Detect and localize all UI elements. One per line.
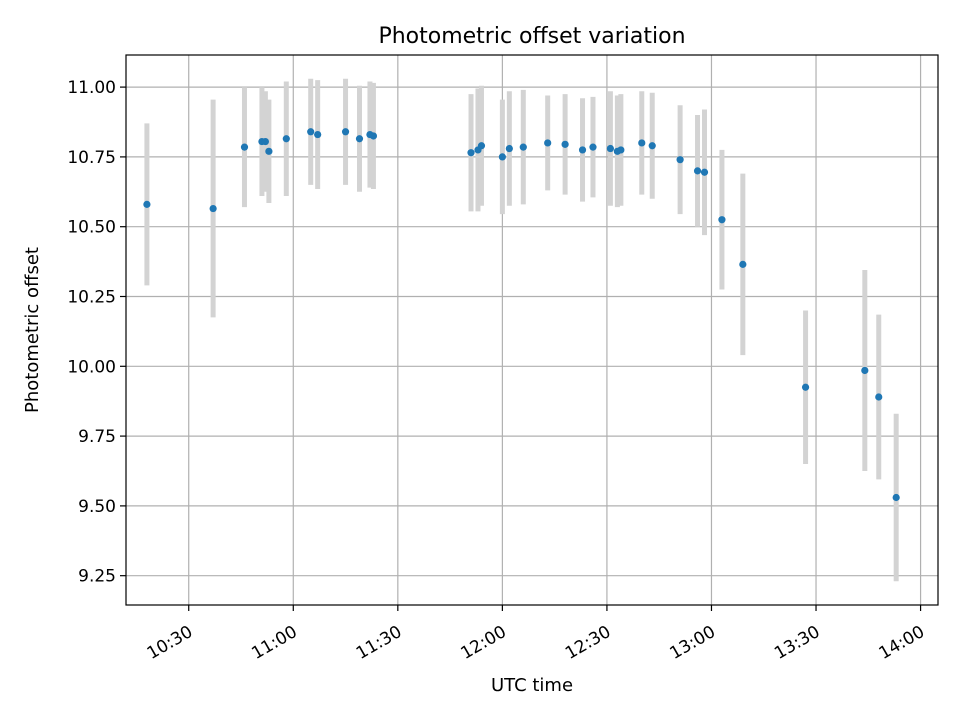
data-point <box>143 200 151 208</box>
data-point <box>718 216 726 224</box>
data-point <box>693 167 702 175</box>
y-tick-label: 10.25 <box>67 287 116 307</box>
x-tick-label: 12:30 <box>562 622 614 664</box>
chart-title: Photometric offset variation <box>378 24 685 49</box>
data-point <box>892 493 900 502</box>
y-tick-label: 9.50 <box>78 497 116 517</box>
x-tick-label: 13:30 <box>771 622 823 664</box>
y-axis-ticks: 9.25 9.50 9.75 10.00 10.25 10.50 10.75 11.00 <box>67 78 126 587</box>
data-point <box>617 146 625 154</box>
x-tick-label: 10:30 <box>144 622 196 664</box>
data-point <box>369 132 378 140</box>
data-point <box>498 153 506 161</box>
y-tick-label: 11.00 <box>67 78 116 98</box>
data-point <box>700 168 709 176</box>
y-tick-label: 10.00 <box>67 357 116 377</box>
data-point <box>505 144 513 153</box>
x-tick-label: 12:00 <box>457 622 509 664</box>
y-tick-label: 10.50 <box>67 218 116 238</box>
data-point <box>589 143 597 151</box>
data-point <box>240 143 249 151</box>
x-axis-ticks: 10:30 11:00 11:30 12:00 12:30 13:00 13:30 14:00 <box>144 605 928 664</box>
y-tick-label: 9.75 <box>78 427 116 447</box>
data-point <box>648 142 656 150</box>
data-point <box>578 146 587 154</box>
data-point <box>676 156 684 164</box>
x-tick-label: 11:30 <box>353 622 405 664</box>
data-point <box>341 128 350 136</box>
data-point <box>477 142 486 150</box>
data-point <box>638 139 646 147</box>
data-point <box>314 130 322 139</box>
data-point <box>261 137 269 146</box>
data-point <box>307 128 315 136</box>
data-point <box>875 393 883 401</box>
y-tick-label: 9.25 <box>78 567 116 587</box>
data-point <box>861 366 869 375</box>
data-point <box>209 204 217 213</box>
x-tick-label: 13:00 <box>667 622 719 664</box>
data-point <box>355 135 364 143</box>
plot-frame <box>125 54 939 606</box>
data-point <box>519 143 527 151</box>
data-point <box>265 147 273 155</box>
data-points <box>143 128 900 502</box>
data-point <box>467 149 475 157</box>
data-point <box>801 383 810 391</box>
x-tick-label: 14:00 <box>876 622 928 664</box>
y-axis-label: Photometric offset <box>22 247 43 413</box>
data-point <box>561 140 569 148</box>
data-point <box>739 260 747 268</box>
y-tick-label: 10.75 <box>67 148 116 168</box>
data-point <box>282 135 290 143</box>
grid <box>126 55 938 605</box>
data-point <box>606 144 615 153</box>
x-tick-label: 11:00 <box>248 622 300 664</box>
x-axis-label: UTC time <box>491 675 573 696</box>
data-point <box>544 139 552 147</box>
